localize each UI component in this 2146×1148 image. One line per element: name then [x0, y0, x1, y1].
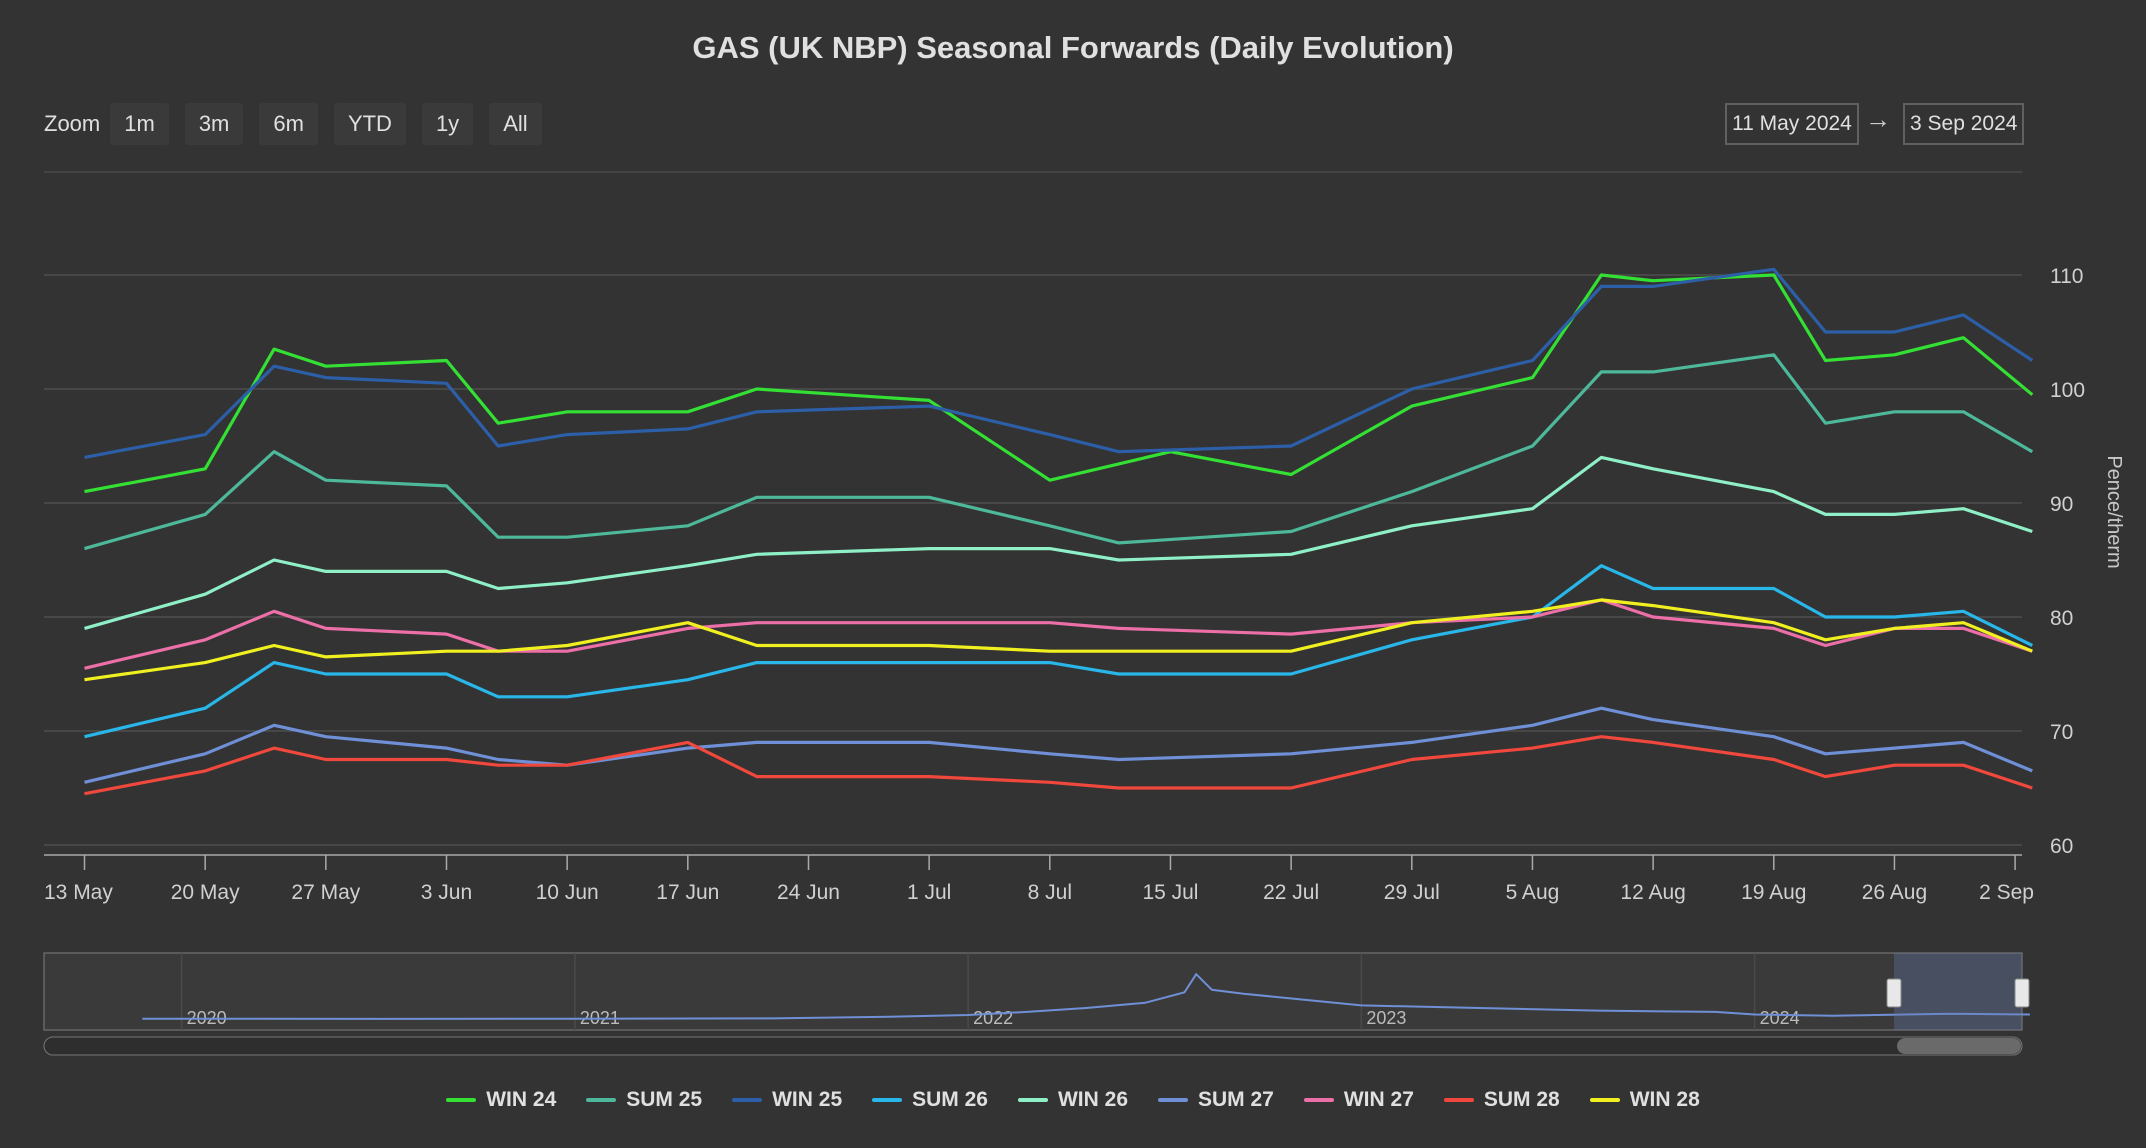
- chart-title: GAS (UK NBP) Seasonal Forwards (Daily Ev…: [692, 30, 1454, 65]
- x-tick-label: 19 Aug: [1741, 881, 1806, 904]
- x-tick-label: 3 Jun: [421, 881, 472, 904]
- zoom-bar: Zoom 1m 3m 6m YTD 1y All: [44, 103, 558, 145]
- scrollbar-track[interactable]: [43, 1036, 2023, 1056]
- legend-item-win-24[interactable]: WIN 24: [446, 1088, 556, 1112]
- x-tick-label: 17 Jun: [656, 881, 719, 904]
- navigator-line: [142, 972, 2030, 1020]
- navigator-year-label: 2023: [1366, 1008, 1406, 1028]
- navigator-year-label: 2022: [973, 1008, 1013, 1028]
- x-tick-label: 2 Sep: [1979, 881, 2034, 904]
- legend-item-sum-26[interactable]: SUM 26: [872, 1088, 988, 1112]
- zoom-1y-button[interactable]: 1y: [421, 103, 474, 145]
- x-tick-label: 15 Jul: [1142, 881, 1198, 904]
- x-tick-label: 12 Aug: [1620, 881, 1685, 904]
- scrollbar-thumb[interactable]: [1897, 1038, 2021, 1054]
- series-line-win-24[interactable]: [84, 273, 2034, 494]
- zoom-label: Zoom: [44, 111, 101, 136]
- series-line-win-25[interactable]: [84, 267, 2034, 459]
- series-line-win-26[interactable]: [84, 455, 2033, 630]
- x-tick-label: 26 Aug: [1862, 881, 1927, 904]
- legend-swatch: [1158, 1098, 1188, 1102]
- navigator-frame: [43, 952, 2023, 1031]
- legend-item-sum-25[interactable]: SUM 25: [586, 1088, 702, 1112]
- zoom-6m-button[interactable]: 6m: [259, 103, 318, 145]
- y-tick-label: 80: [2050, 607, 2073, 630]
- legend-swatch: [1443, 1098, 1474, 1102]
- range-from-input[interactable]: 11 May 2024: [1725, 103, 1859, 145]
- x-tick-label: 10 Jun: [536, 881, 599, 904]
- legend-item-win-26[interactable]: WIN 26: [1017, 1088, 1128, 1112]
- legend-swatch: [1017, 1098, 1048, 1102]
- legend-label: SUM 28: [1483, 1088, 1560, 1111]
- series-line-sum-25[interactable]: [84, 353, 2034, 551]
- x-tick-label: 27 May: [291, 881, 360, 904]
- range-to-input[interactable]: 3 Sep 2024: [1903, 103, 2025, 145]
- x-tick-label: 5 Aug: [1506, 881, 1560, 904]
- y-tick-label: 100: [2050, 379, 2085, 402]
- legend-swatch: [732, 1098, 763, 1102]
- navigator[interactable]: 2020 2021 2022 2023 2024: [43, 952, 2030, 1056]
- navigator-selection[interactable]: [1894, 953, 2022, 1030]
- navigator-handle[interactable]: [2014, 978, 2030, 1008]
- series-line-sum-28[interactable]: [84, 735, 2033, 796]
- zoom-all-button[interactable]: All: [489, 103, 542, 145]
- zoom-ytd-button[interactable]: YTD: [333, 103, 406, 145]
- x-tick-label: 20 May: [171, 881, 240, 904]
- legend-item-win-28[interactable]: WIN 28: [1589, 1088, 1700, 1112]
- y-tick-label: 70: [2050, 721, 2073, 744]
- y-tick-label: 60: [2050, 835, 2073, 858]
- navigator-year-label: 2024: [1760, 1008, 1800, 1028]
- range-arrow: →: [1865, 104, 1891, 134]
- legend: WIN 24 SUM 25 WIN 25 SUM 26 WIN 26 SUM 27 WIN …: [0, 1088, 2146, 1112]
- legend-item-sum-27[interactable]: SUM 27: [1158, 1088, 1274, 1112]
- legend-swatch: [872, 1098, 903, 1102]
- x-tick-label: 8 Jul: [1028, 881, 1072, 904]
- legend-label: SUM 27: [1198, 1088, 1274, 1111]
- legend-label: WIN 24: [486, 1088, 557, 1111]
- legend-label: WIN 26: [1057, 1088, 1128, 1111]
- legend-item-win-27[interactable]: WIN 27: [1303, 1088, 1414, 1112]
- series-lines: [84, 267, 2034, 796]
- y-tick-label: 110: [2050, 265, 2083, 288]
- axes: 60 70 80 90 100 110 13 May 20 May 27 May 3 Jun 10 …: [44, 265, 2085, 904]
- legend-swatch: [1589, 1098, 1620, 1102]
- series-line-sum-26[interactable]: [84, 564, 2034, 739]
- x-tick-label: 22 Jul: [1263, 881, 1319, 904]
- legend-label: SUM 26: [912, 1088, 988, 1111]
- x-tick-label: 24 Jun: [777, 881, 840, 904]
- grid-lines: [44, 171, 2022, 846]
- y-tick-label: 90: [2050, 493, 2073, 516]
- y-axis-title: Pence/therm: [2103, 455, 2125, 568]
- navigator-handle[interactable]: [1886, 978, 1902, 1008]
- series-line-win-28[interactable]: [84, 598, 2033, 682]
- chart-area: 60 70 80 90 100 110 13 May 20 May 27 May 3 Jun 10 …: [43, 171, 2125, 1056]
- x-tick-label: 29 Jul: [1384, 881, 1440, 904]
- legend-item-sum-28[interactable]: SUM 28: [1443, 1088, 1560, 1112]
- zoom-1m-button[interactable]: 1m: [110, 103, 169, 145]
- x-tick-label: 13 May: [44, 881, 113, 904]
- legend-item-win-25[interactable]: WIN 25: [732, 1088, 842, 1112]
- series-line-win-27[interactable]: [84, 598, 2033, 670]
- legend-label: WIN 25: [772, 1088, 843, 1111]
- legend-swatch: [1303, 1098, 1334, 1102]
- x-tick-label: 1 Jul: [907, 881, 951, 904]
- legend-swatch: [586, 1098, 617, 1102]
- legend-label: WIN 27: [1343, 1088, 1414, 1111]
- zoom-3m-button[interactable]: 3m: [184, 103, 244, 145]
- legend-label: WIN 28: [1629, 1088, 1700, 1111]
- series-line-sum-27[interactable]: [84, 706, 2033, 784]
- legend-label: SUM 25: [626, 1088, 703, 1111]
- legend-swatch: [446, 1098, 477, 1102]
